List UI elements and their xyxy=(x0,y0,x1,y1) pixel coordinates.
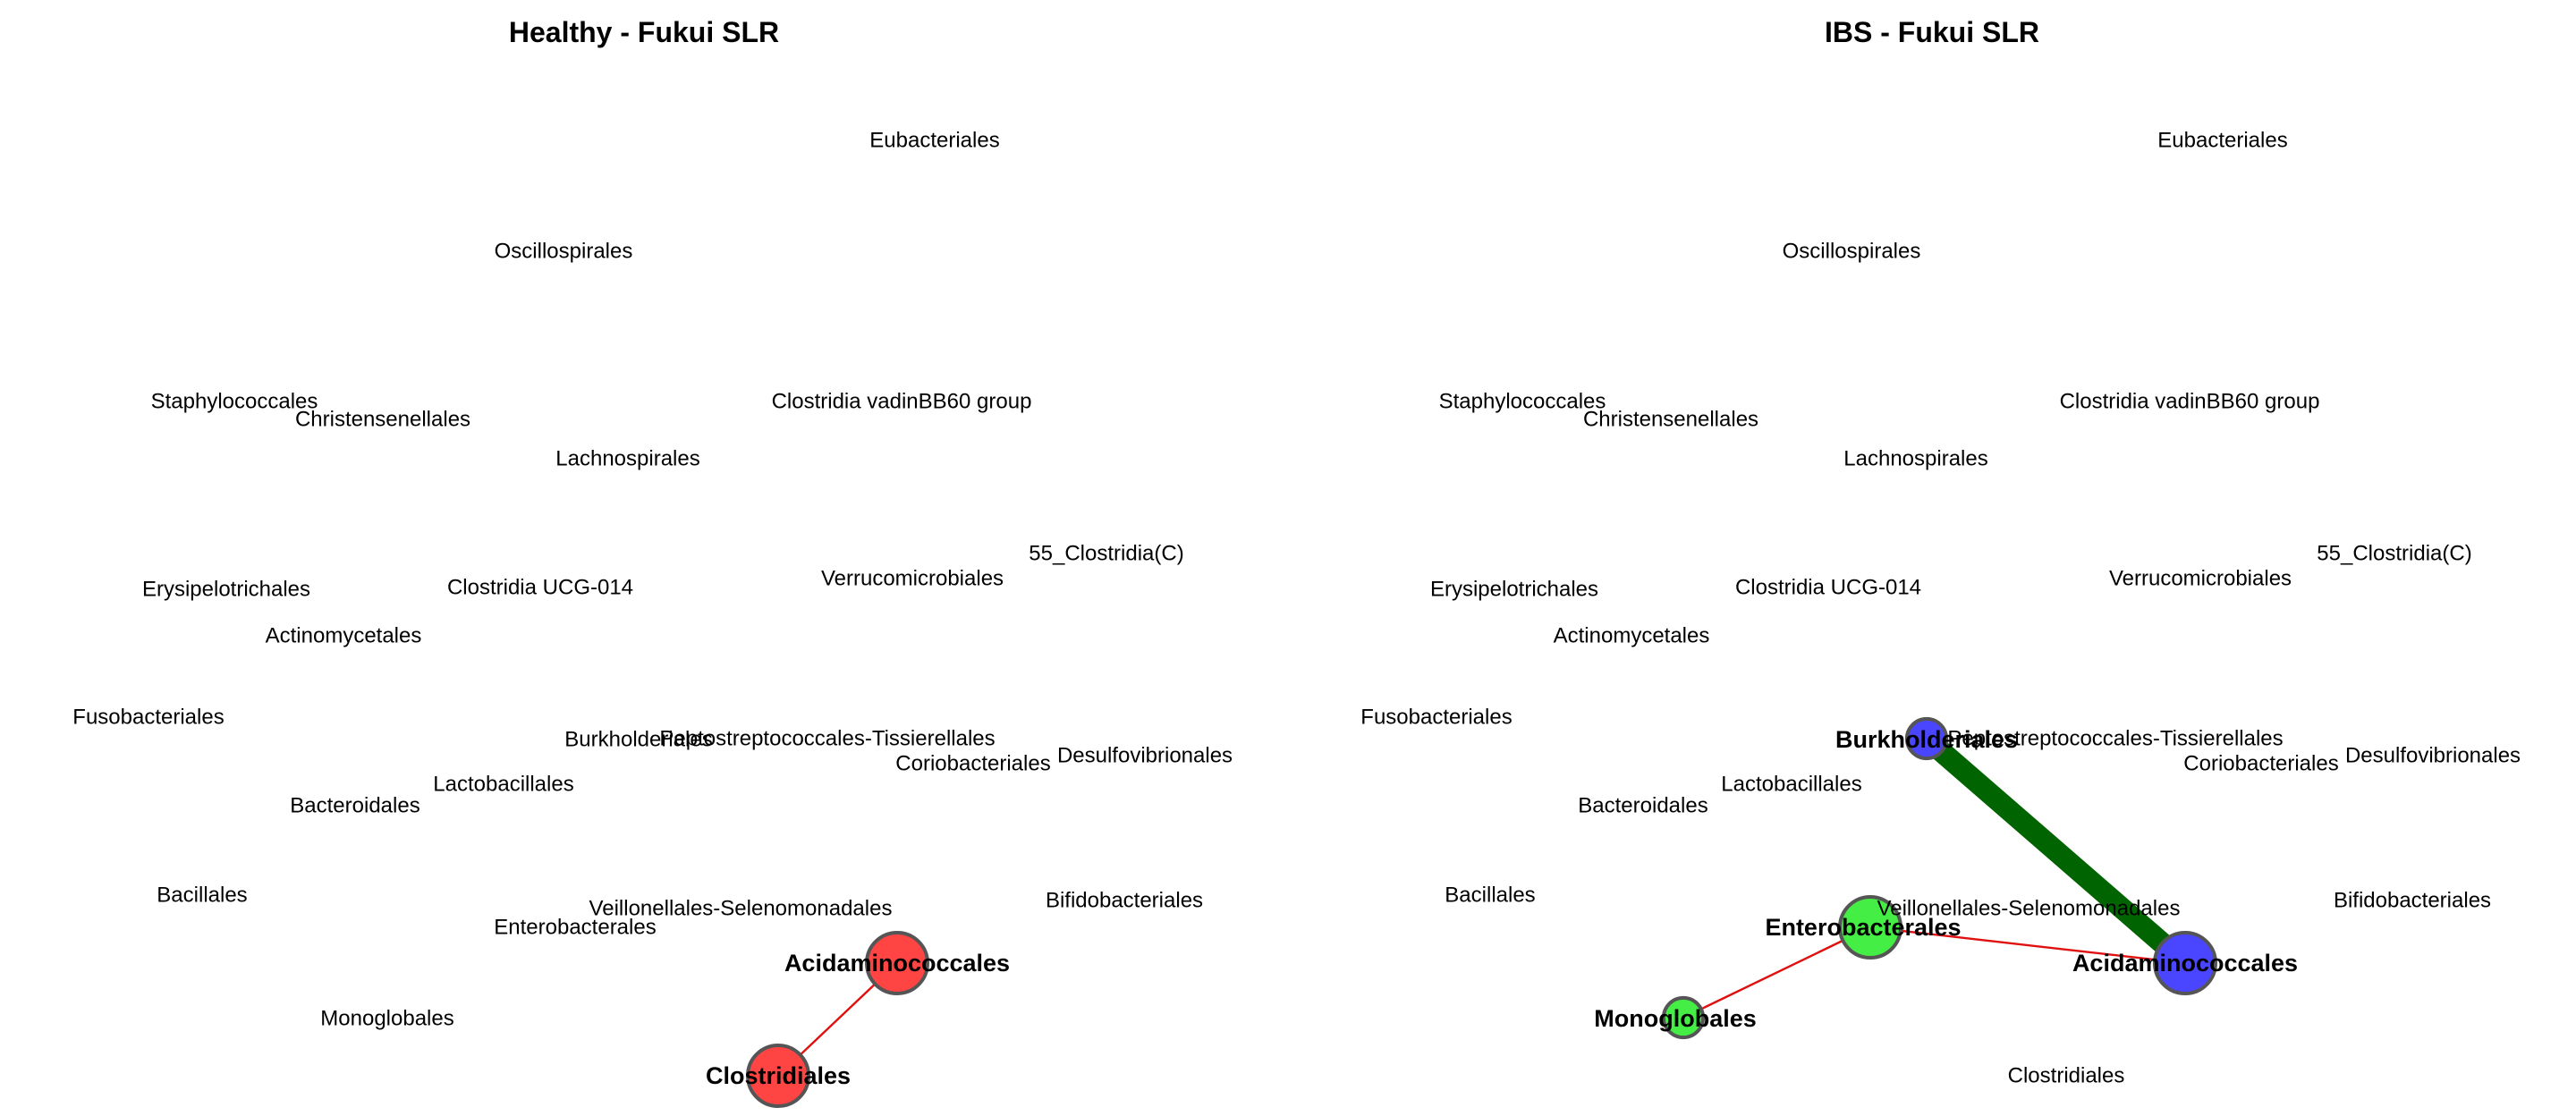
panel-title: Healthy - Fukui SLR xyxy=(508,16,780,48)
node-label-burkholderiales: Burkholderiales xyxy=(564,728,712,752)
node-label-burkholderiales: Burkholderiales xyxy=(1835,726,2018,753)
edge-burkholderiales-acidaminococcales xyxy=(1919,730,2192,972)
node-label-fusobacteriales: Fusobacteriales xyxy=(72,706,224,730)
node-label-monoglobales: Monoglobales xyxy=(320,1007,453,1031)
node-label-acidaminococcales: Acidaminococcales xyxy=(2072,950,2298,976)
network-graph: Eubacteriales Oscillospirales Staphylococc… xyxy=(72,129,1233,1108)
node-circle-acidaminococcales xyxy=(2153,931,2217,995)
node-label-coriobacteriales: Coriobacteriales xyxy=(2183,752,2338,776)
node-label-actinomycetales: Actinomycetales xyxy=(1554,624,1710,648)
node-label-desulfovibrionales: Desulfovibrionales xyxy=(2345,744,2521,768)
node-label-veillonellales-selenomonadales: Veillonellales-Selenomonadales xyxy=(589,897,893,921)
edge-enterobacterales-monoglobales xyxy=(1682,926,1871,1019)
node-label-enterobacterales: Enterobacterales xyxy=(1765,914,1961,941)
node-label-coriobacteriales: Coriobacteriales xyxy=(895,752,1050,776)
panel-healthy: Healthy - Fukui SLR Eubacteriales Oscillo… xyxy=(72,16,1233,1108)
node-label-verrucomicrobiales: Verrucomicrobiales xyxy=(2109,567,2292,591)
node-circle-clostridiales xyxy=(746,1044,810,1108)
node-label-erysipelotrichales: Erysipelotrichales xyxy=(1430,578,1598,602)
node-label-clostridia-ucg-014: Clostridia UCG-014 xyxy=(1735,576,1921,600)
node-label-bacteroidales: Bacteroidales xyxy=(1578,794,1707,818)
node-label-bifidobacteriales: Bifidobacteriales xyxy=(2334,889,2491,913)
node-label-erysipelotrichales: Erysipelotrichales xyxy=(142,578,310,602)
node-label-bacillales: Bacillales xyxy=(157,884,247,908)
node-label-christensenellales: Christensenellales xyxy=(295,408,470,432)
node-label-clostridia-ucg-014: Clostridia UCG-014 xyxy=(447,576,633,600)
node-circle-enterobacterales xyxy=(1838,895,1902,960)
node-label-peptostreptococcales-tissierellales: Peptostreptococcales-Tissierellales xyxy=(1947,727,2283,751)
node-label-enterobacterales: Enterobacterales xyxy=(494,916,656,940)
network-graph: Eubacteriales Oscillospirales Staphylococc… xyxy=(1360,129,2521,1088)
panel-ibs: IBS - Fukui SLR Eubacteriales Oscillospir… xyxy=(1288,0,2576,1116)
node-label-bacillales: Bacillales xyxy=(1445,884,1535,908)
node-label-staphylococcales: Staphylococcales xyxy=(1439,390,1606,414)
node-label-bifidobacteriales: Bifidobacteriales xyxy=(1046,889,1203,913)
node-circle-burkholderiales xyxy=(1904,716,1949,761)
node-label-peptostreptococcales-tissierellales: Peptostreptococcales-Tissierellales xyxy=(659,727,995,751)
node-circle-monoglobales xyxy=(1661,995,1706,1040)
node-label-clostridiales: Clostridiales xyxy=(2008,1064,2125,1088)
node-label-55-clostridia-c: 55_Clostridia(C) xyxy=(2317,542,2471,566)
node-label-fusobacteriales: Fusobacteriales xyxy=(1360,706,1512,730)
node-label-clostridiales: Clostridiales xyxy=(706,1062,851,1089)
node-label-oscillospirales: Oscillospirales xyxy=(1783,240,1921,264)
edge-enterobacterales-acidaminococcales xyxy=(1869,926,2186,965)
panel-title: IBS - Fukui SLR xyxy=(1825,16,2039,48)
node-label-staphylococcales: Staphylococcales xyxy=(151,390,318,414)
node-label-verrucomicrobiales: Verrucomicrobiales xyxy=(821,567,1004,591)
node-label-lachnospirales: Lachnospirales xyxy=(1843,447,1987,471)
node-label-actinomycetales: Actinomycetales xyxy=(266,624,422,648)
node-label-55-clostridia-c: 55_Clostridia(C) xyxy=(1029,542,1183,566)
node-label-clostridia-vadinbb60-group: Clostridia vadinBB60 group xyxy=(772,390,1032,414)
node-label-eubacteriales: Eubacteriales xyxy=(869,129,999,153)
node-label-lactobacillales: Lactobacillales xyxy=(1721,773,1861,797)
node-label-monoglobales: Monoglobales xyxy=(1594,1005,1757,1032)
node-label-christensenellales: Christensenellales xyxy=(1583,408,1758,432)
node-label-acidaminococcales: Acidaminococcales xyxy=(784,950,1010,976)
node-label-desulfovibrionales: Desulfovibrionales xyxy=(1057,744,1233,768)
node-label-lactobacillales: Lactobacillales xyxy=(433,773,573,797)
node-label-bacteroidales: Bacteroidales xyxy=(290,794,419,818)
node-circle-acidaminococcales xyxy=(865,931,929,995)
node-label-lachnospirales: Lachnospirales xyxy=(555,447,699,471)
node-label-veillonellales-selenomonadales: Veillonellales-Selenomonadales xyxy=(1877,897,2181,921)
node-label-eubacteriales: Eubacteriales xyxy=(2157,129,2287,153)
node-label-clostridia-vadinbb60-group: Clostridia vadinBB60 group xyxy=(2060,390,2320,414)
node-label-oscillospirales: Oscillospirales xyxy=(495,240,633,264)
